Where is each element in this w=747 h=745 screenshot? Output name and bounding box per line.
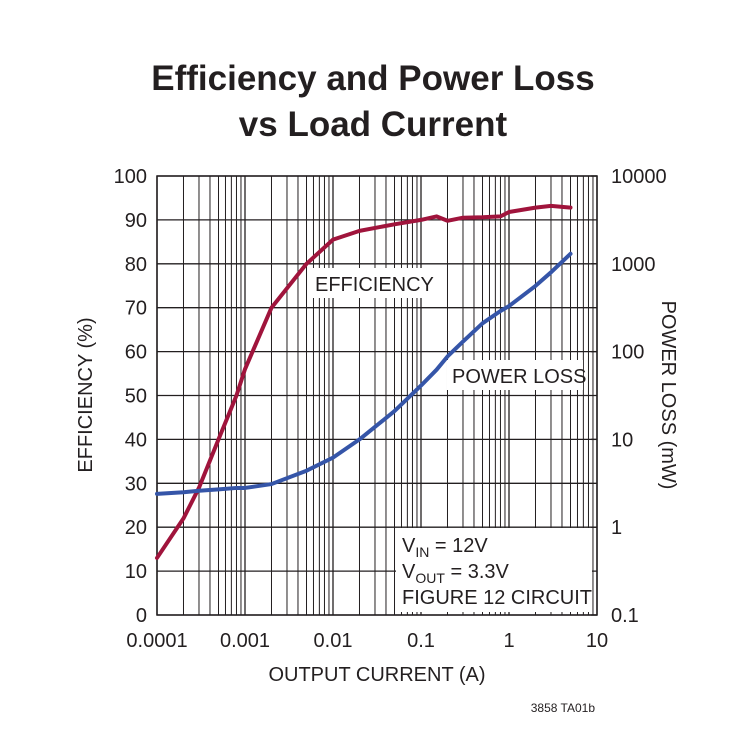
y2-tick-label: 10 bbox=[611, 429, 633, 451]
y2-tick-label: 1 bbox=[611, 517, 622, 539]
y2-tick-label: 100 bbox=[611, 342, 644, 364]
y-tick-label: 20 bbox=[125, 517, 147, 539]
y-tick-label: 100 bbox=[114, 166, 147, 188]
x-tick-label: 0.01 bbox=[314, 630, 353, 652]
y2-axis-label: POWER LOSS (mW) bbox=[657, 301, 679, 490]
series-label: POWER LOSS bbox=[452, 366, 586, 388]
condition-text: VIN = 12V bbox=[402, 535, 488, 560]
series-line bbox=[155, 251, 573, 496]
y-tick-label: 60 bbox=[125, 342, 147, 364]
condition-base: V bbox=[402, 535, 416, 557]
y-tick-label: 50 bbox=[125, 386, 147, 408]
series-label: EFFICIENCY bbox=[315, 274, 434, 296]
condition-text: VOUT = 3.3V bbox=[402, 561, 510, 586]
y2-tick-label: 0.1 bbox=[611, 605, 639, 627]
y-tick-label: 30 bbox=[125, 473, 147, 495]
x-tick-label: 1 bbox=[503, 630, 514, 652]
condition-rest: = 3.3V bbox=[445, 561, 510, 583]
y-tick-label: 0 bbox=[136, 605, 147, 627]
y-tick-label: 90 bbox=[125, 210, 147, 232]
y-tick-label: 40 bbox=[125, 429, 147, 451]
x-tick-label: 0.0001 bbox=[126, 630, 187, 652]
x-tick-label: 0.001 bbox=[220, 630, 270, 652]
conditions-background bbox=[396, 528, 592, 612]
condition-rest: = 12V bbox=[429, 535, 488, 557]
condition-text: FIGURE 12 CIRCUIT bbox=[402, 587, 592, 609]
x-tick-label: 0.1 bbox=[407, 630, 435, 652]
y-tick-label: 70 bbox=[125, 298, 147, 320]
label-background bbox=[447, 360, 583, 390]
plot-frame bbox=[156, 175, 598, 616]
condition-subscript: OUT bbox=[415, 570, 445, 586]
condition-subscript: IN bbox=[415, 544, 429, 560]
x-axis-label: OUTPUT CURRENT (A) bbox=[268, 664, 485, 686]
figure-note: 3858 TA01b bbox=[531, 701, 596, 715]
y-tick-label: 10 bbox=[125, 561, 147, 583]
chart-title: vs Load Current bbox=[239, 105, 508, 144]
condition-base: V bbox=[402, 561, 416, 583]
condition-base: FIGURE 12 CIRCUIT bbox=[402, 587, 592, 609]
y2-tick-label: 1000 bbox=[611, 254, 656, 276]
y-axis-label: EFFICIENCY (%) bbox=[75, 317, 97, 472]
x-tick-label: 10 bbox=[586, 630, 608, 652]
label-background bbox=[310, 268, 422, 298]
chart-title: Efficiency and Power Loss bbox=[151, 59, 594, 98]
y2-tick-label: 10000 bbox=[611, 166, 667, 188]
y-tick-label: 80 bbox=[125, 254, 147, 276]
series-line bbox=[155, 203, 573, 560]
